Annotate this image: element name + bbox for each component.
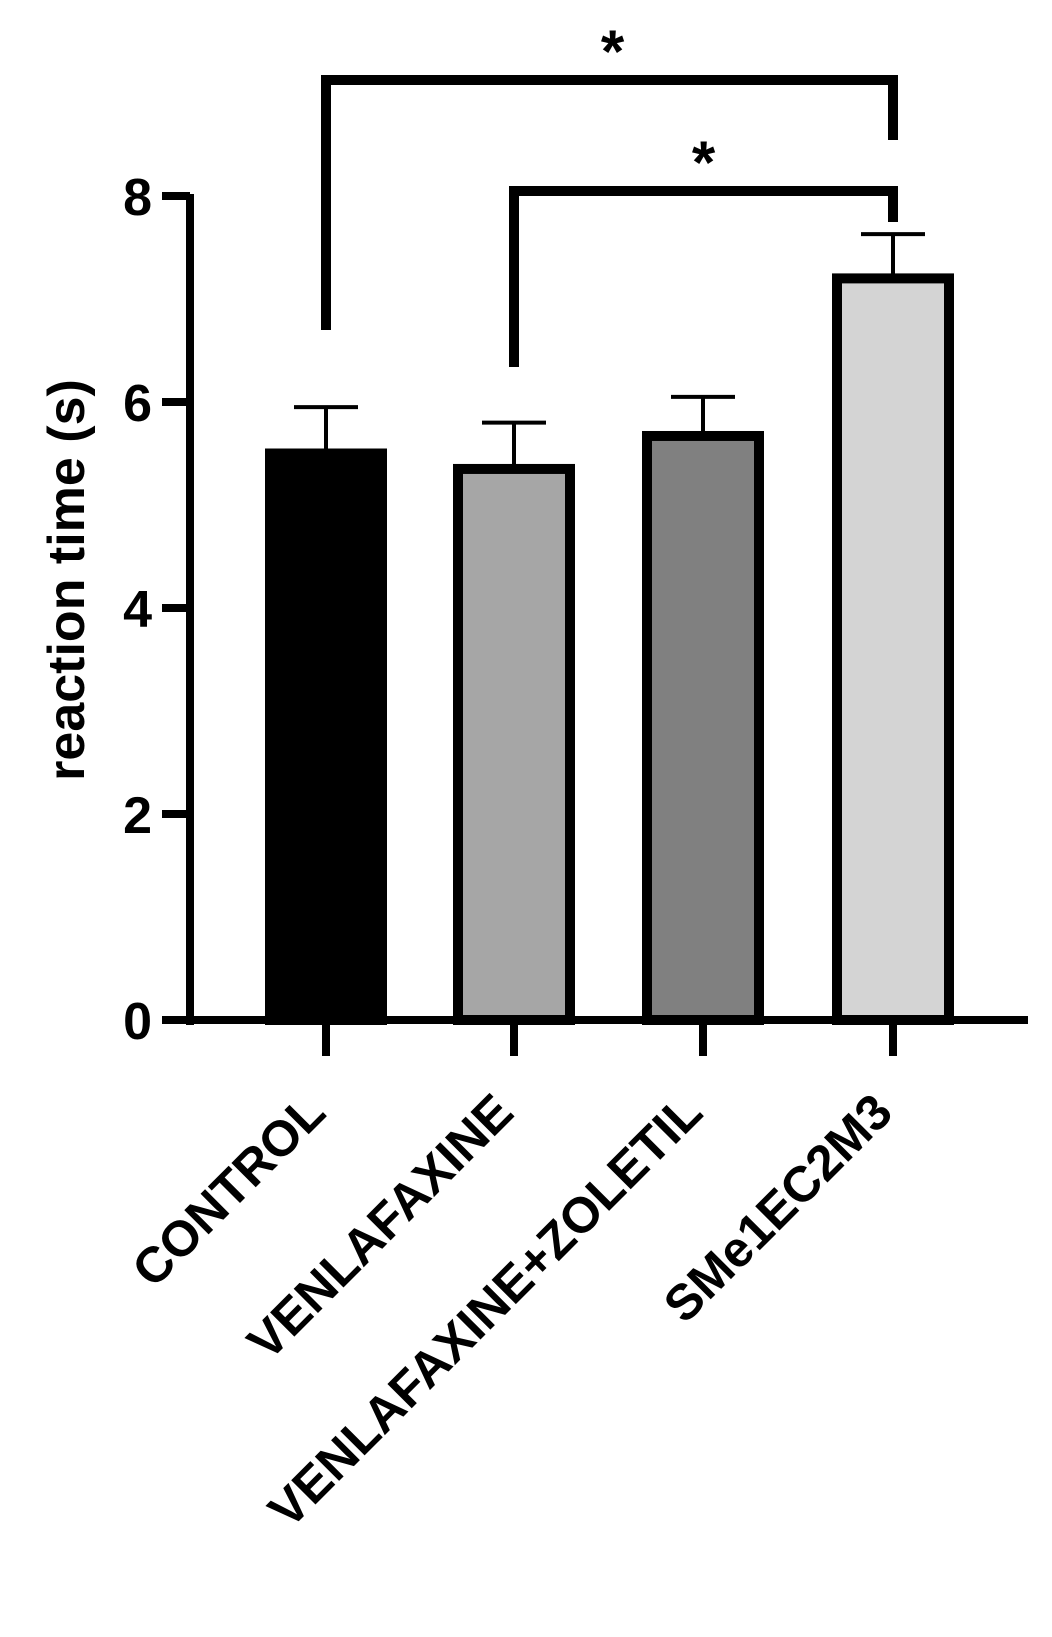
x-tick-labels: CONTROLVENLAFAXINEVENLAFAXINE+ZOLETILSMe… — [121, 1083, 902, 1538]
bar — [453, 463, 575, 1025]
y-axis-label: reaction time (s) — [38, 379, 96, 781]
bar — [265, 448, 387, 1025]
bar — [832, 273, 954, 1025]
y-tick-label: 8 — [123, 169, 152, 227]
y-tick-label: 2 — [123, 787, 152, 845]
significance-brackets: ** — [321, 18, 898, 367]
bars — [265, 273, 954, 1025]
significance-bracket — [509, 186, 898, 367]
significance-bracket — [321, 75, 898, 330]
y-tick-label: 0 — [123, 993, 152, 1051]
significance-star: * — [692, 129, 716, 196]
bar — [642, 430, 764, 1025]
y-tick-label: 4 — [123, 581, 152, 639]
error-bars — [294, 232, 925, 469]
significance-star: * — [601, 18, 625, 85]
y-tick-label: 6 — [123, 375, 152, 433]
